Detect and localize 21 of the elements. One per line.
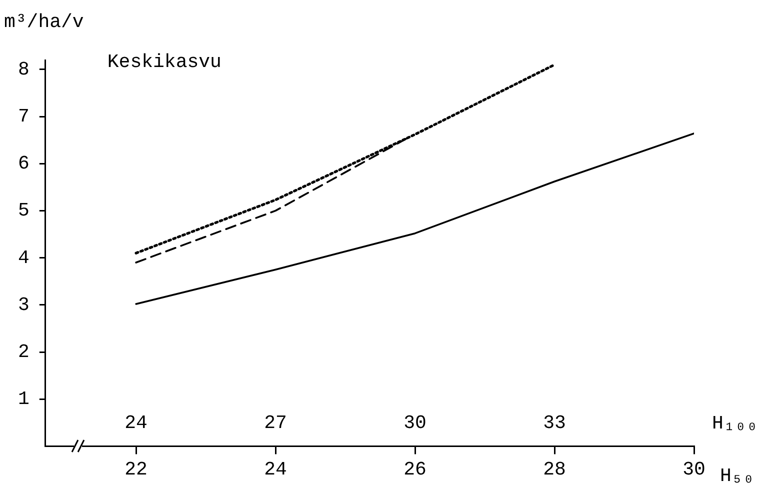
x2-axis-title: H₁₀₀ — [712, 412, 758, 434]
x-tick-label: 26 — [404, 458, 426, 481]
x-tick-label: 28 — [543, 458, 566, 481]
y-tick-label: 8 — [18, 58, 30, 80]
x2-tick-label: 33 — [543, 412, 566, 434]
y-tick-label: 4 — [18, 246, 30, 269]
x2-tick-label: 27 — [264, 412, 287, 434]
x2-tick-label: 24 — [124, 412, 148, 434]
x-tick-label: 24 — [264, 458, 287, 481]
x-tick-label: 30 — [682, 458, 706, 481]
y-axis-title: m³/ha/v — [4, 11, 84, 34]
chart-title: Keskikasvu — [107, 51, 222, 74]
x2-tick-label: 30 — [404, 412, 426, 434]
x-tick-label: 22 — [124, 458, 148, 481]
y-tick-label: 5 — [18, 200, 30, 222]
y-tick-label: 1 — [18, 388, 30, 410]
y-tick-label: 2 — [18, 341, 30, 364]
y-tick-label: 6 — [18, 152, 30, 175]
y-tick-label: 7 — [18, 106, 30, 128]
x-axis-title: H₅₀ — [720, 465, 754, 488]
y-tick-label: 3 — [18, 294, 30, 316]
